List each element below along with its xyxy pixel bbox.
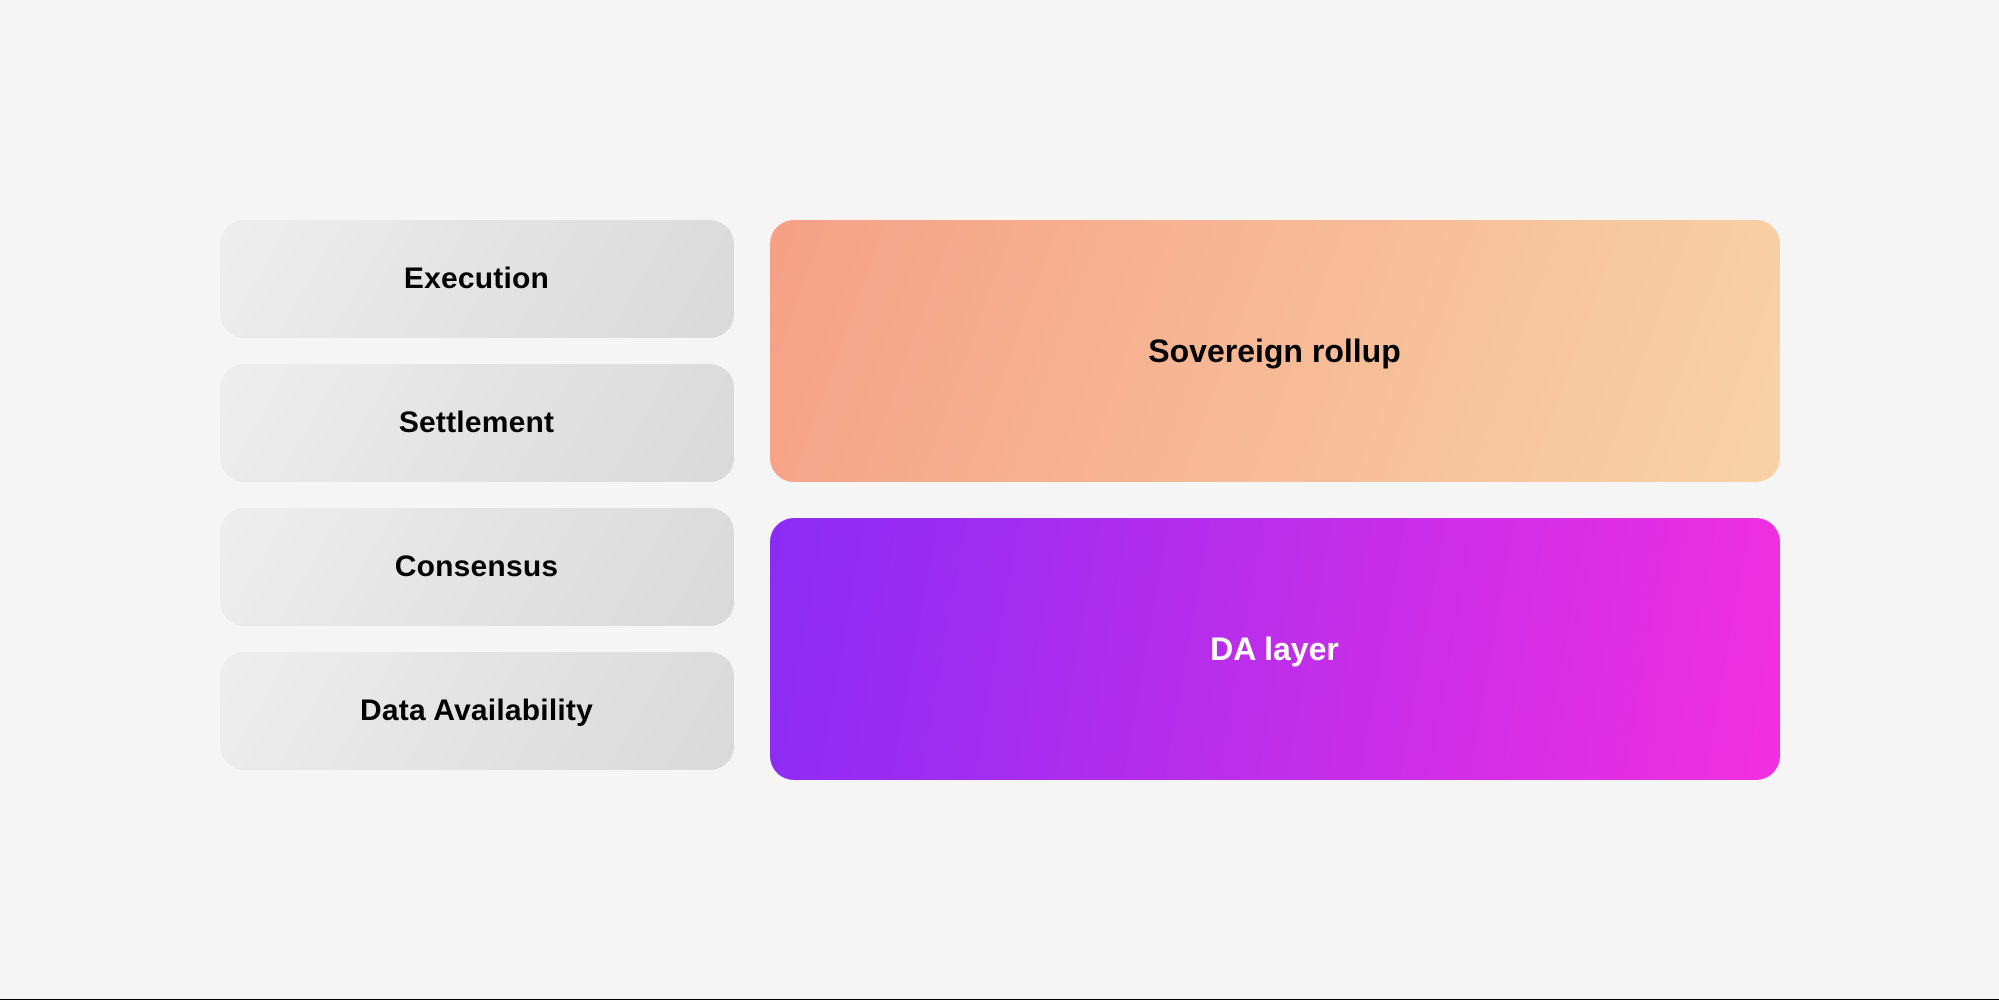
block-da-layer-label: DA layer (1210, 631, 1339, 668)
left-column: Execution Settlement Consensus Data Avai… (220, 220, 734, 780)
right-column: Sovereign rollup DA layer (770, 220, 1780, 780)
block-sovereign-rollup-label: Sovereign rollup (1148, 333, 1400, 370)
layer-diagram: Execution Settlement Consensus Data Avai… (220, 220, 1780, 780)
layer-consensus-label: Consensus (395, 550, 559, 584)
layer-settlement: Settlement (220, 364, 734, 482)
block-da-layer: DA layer (770, 518, 1780, 780)
layer-data-availability-label: Data Availability (360, 694, 593, 728)
layer-data-availability: Data Availability (220, 652, 734, 770)
layer-consensus: Consensus (220, 508, 734, 626)
layer-execution: Execution (220, 220, 734, 338)
layer-execution-label: Execution (404, 262, 549, 296)
block-sovereign-rollup: Sovereign rollup (770, 220, 1780, 482)
layer-settlement-label: Settlement (399, 406, 554, 440)
